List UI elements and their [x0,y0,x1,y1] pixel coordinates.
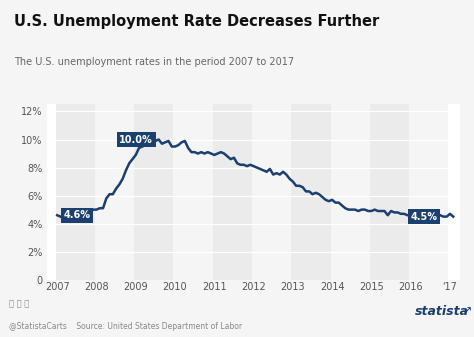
Text: U.S. Unemployment Rate Decreases Further: U.S. Unemployment Rate Decreases Further [14,14,380,29]
Bar [370,104,409,280]
Text: ⓒ ⓘ Ⓡ: ⓒ ⓘ Ⓡ [9,299,30,308]
Text: 10.0%: 10.0% [119,134,153,145]
Bar [409,104,448,280]
Bar [173,104,213,280]
Bar [55,104,95,280]
Bar [95,104,134,280]
Text: 4.6%: 4.6% [64,210,91,220]
Text: The U.S. unemployment rates in the period 2007 to 2017: The U.S. unemployment rates in the perio… [14,57,294,67]
Bar [291,104,330,280]
Bar [330,104,370,280]
Text: ↗: ↗ [462,307,472,317]
Text: statista: statista [415,305,469,318]
Text: @StatistaCarts    Source: United States Department of Labor: @StatistaCarts Source: United States Dep… [9,322,243,331]
Text: 4.5%: 4.5% [410,212,438,222]
Bar [213,104,252,280]
Bar [134,104,173,280]
Bar [252,104,291,280]
